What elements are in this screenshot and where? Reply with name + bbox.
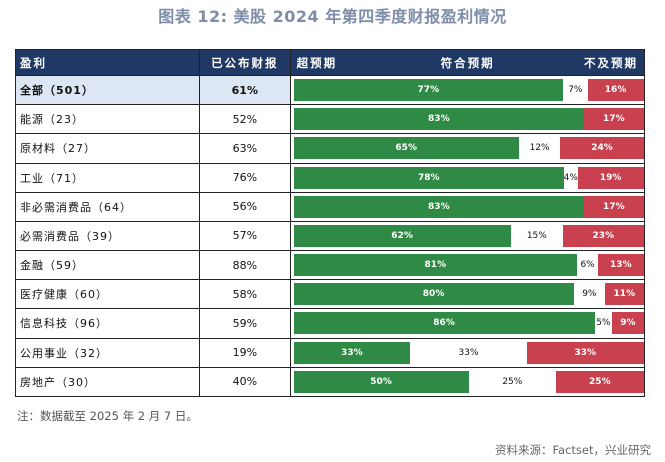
beat-segment: 33% [293,341,411,364]
table-body: 全部（501） 61% 77% 7% 16% 能源（23） 52% 83% 17% 原材料（27）… [14,74,646,398]
row-category: 公用事业（32） [14,337,201,368]
miss-segment: 33% [526,341,644,364]
footnote: 注：数据截至 2025 年 2 月 7 日。 [17,409,198,423]
source-label: 资料来源：Factset，兴业研究 [494,443,651,457]
beat-segment: 81% [293,254,578,277]
meet-segment: 15% [510,224,564,247]
row-reported-pct: 88% [199,250,291,281]
header-bars: 超预期 符合预期 不及预期 [289,49,646,76]
beat-segment: 65% [293,137,519,160]
row-reported-pct: 52% [199,104,291,135]
table-row: 工业（71） 76% 78% 4% 19% [14,162,646,193]
row-bar-cell: 50% 25% 25% [289,366,646,398]
table-header-row: 盈利 已公布财报 超预期 符合预期 不及预期 [14,49,646,76]
chart-title: 图表 12: 美股 2024 年第四季度财报盈利情况 [158,7,507,26]
earnings-table: 盈利 已公布财报 超预期 符合预期 不及预期 全部（501） 61% 77% 7% 16… [14,49,646,398]
stacked-bar: 86% 5% 9% [293,312,644,335]
row-reported-pct: 76% [199,162,291,193]
row-category: 非必需消费品（64） [14,191,201,222]
row-reported-pct: 57% [199,220,291,252]
table-row: 能源（23） 52% 83% 17% [14,104,646,135]
miss-segment: 16% [587,79,644,101]
row-bar-cell: 83% 17% [289,191,646,222]
beat-segment: 80% [293,283,574,306]
miss-segment: 23% [563,224,644,247]
header-reported: 已公布财报 [199,49,291,76]
stacked-bar: 83% 17% [293,108,644,131]
beat-segment: 86% [293,312,595,335]
row-reported-pct: 63% [199,133,291,164]
table-row: 必需消费品（39） 57% 62% 15% 23% [14,220,646,252]
header-name: 盈利 [14,49,201,76]
miss-segment: 24% [560,137,644,160]
row-category: 信息科技（96） [14,308,201,339]
row-category: 医疗健康（60） [14,279,201,310]
row-reported-pct: 61% [199,74,291,106]
meet-segment: 7% [563,79,588,101]
beat-segment: 50% [293,370,469,393]
row-category: 全部（501） [14,74,201,106]
row-bar-cell: 83% 17% [289,104,646,135]
beat-segment: 78% [293,166,564,189]
meet-segment: 12% [518,137,561,160]
row-category: 原材料（27） [14,133,201,164]
row-bar-cell: 33% 33% 33% [289,337,646,368]
row-reported-pct: 40% [199,366,291,398]
row-reported-pct: 19% [199,337,291,368]
beat-segment: 77% [293,79,564,101]
row-category: 房地产（30） [14,366,201,398]
stacked-bar: 80% 9% 11% [293,283,644,306]
beat-segment: 83% [293,195,585,218]
row-bar-cell: 80% 9% 11% [289,279,646,310]
table-row: 全部（501） 61% 77% 7% 16% [14,74,646,106]
table-row: 房地产（30） 40% 50% 25% 25% [14,366,646,398]
miss-segment: 17% [584,195,644,218]
miss-segment: 9% [612,312,644,335]
stacked-bar: 77% 7% 16% [293,79,644,101]
meet-segment: 33% [410,341,527,364]
row-bar-cell: 78% 4% 19% [289,162,646,193]
row-category: 能源（23） [14,104,201,135]
miss-segment: 25% [556,370,644,393]
stacked-bar: 65% 12% 24% [293,137,644,160]
stacked-bar: 81% 6% 13% [293,254,644,277]
stacked-bar: 33% 33% 33% [293,341,644,364]
row-reported-pct: 56% [199,191,291,222]
row-category: 必需消费品（39） [14,220,201,252]
row-reported-pct: 59% [199,308,291,339]
header-miss: 不及预期 [584,56,638,70]
table-row: 信息科技（96） 59% 86% 5% 9% [14,308,646,339]
row-bar-cell: 86% 5% 9% [289,308,646,339]
stacked-bar: 83% 17% [293,195,644,218]
header-meet: 符合预期 [440,56,495,70]
meet-segment: 9% [573,283,606,306]
miss-segment: 11% [605,283,644,306]
stacked-bar: 78% 4% 19% [293,166,644,189]
table-row: 公用事业（32） 19% 33% 33% 33% [14,337,646,368]
table-row: 非必需消费品（64） 56% 83% 17% [14,191,646,222]
beat-segment: 83% [293,108,585,131]
miss-segment: 19% [577,166,644,189]
beat-segment: 62% [293,224,511,247]
row-bar-cell: 81% 6% 13% [289,250,646,281]
row-category: 工业（71） [14,162,201,193]
miss-segment: 17% [584,108,644,131]
table-row: 金融（59） 88% 81% 6% 13% [14,250,646,281]
row-bar-cell: 65% 12% 24% [289,133,646,164]
header-beat: 超预期 [296,56,338,70]
miss-segment: 13% [598,254,644,277]
meet-segment: 4% [564,166,578,189]
meet-segment: 6% [577,254,599,277]
meet-segment: 5% [594,312,613,335]
row-bar-cell: 62% 15% 23% [289,220,646,252]
row-bar-cell: 77% 7% 16% [289,74,646,106]
table-row: 原材料（27） 63% 65% 12% 24% [14,133,646,164]
row-reported-pct: 58% [199,279,291,310]
stacked-bar: 62% 15% 23% [293,224,644,247]
table-row: 医疗健康（60） 58% 80% 9% 11% [14,279,646,310]
meet-segment: 25% [468,370,557,393]
stacked-bar: 50% 25% 25% [293,370,644,393]
row-category: 金融（59） [14,250,201,281]
